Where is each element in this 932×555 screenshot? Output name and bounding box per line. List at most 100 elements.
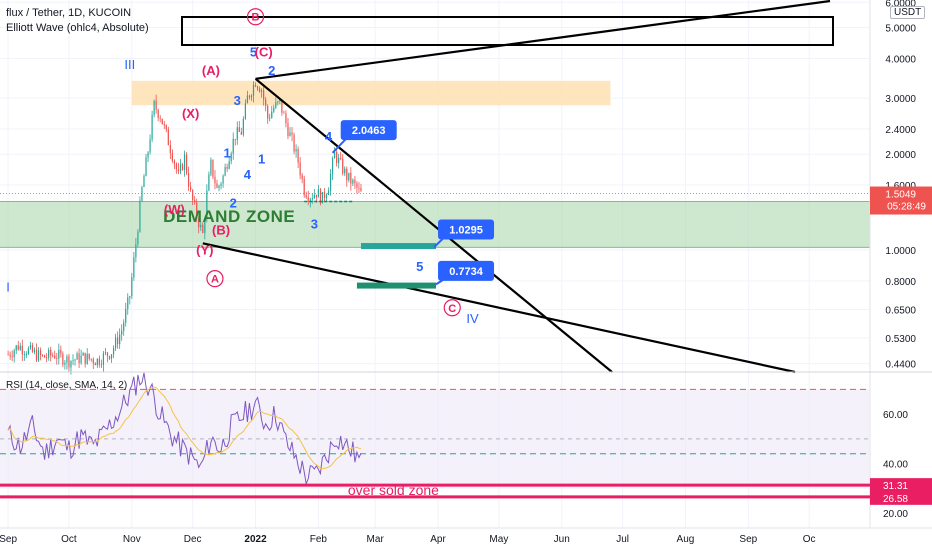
wave-label: (B) (212, 222, 230, 237)
level-bar-1.0295 (360, 243, 437, 250)
candle (145, 153, 147, 177)
candle (208, 171, 210, 192)
rsi-ma-line (7, 386, 362, 469)
wave-label-text: 1 (258, 151, 265, 166)
candle-body (151, 114, 153, 140)
upper-trend-line (255, 0, 831, 80)
supply-zone (131, 80, 611, 106)
candle (72, 354, 74, 365)
candle (256, 85, 259, 91)
candle (110, 354, 113, 363)
candles (7, 81, 362, 375)
wave-label: 2 (230, 196, 237, 211)
candle-body (246, 95, 249, 104)
wave-label: 3 (311, 216, 318, 231)
candle (309, 197, 311, 208)
candle-body (181, 164, 184, 170)
candle-body (68, 356, 70, 368)
candle (135, 238, 137, 263)
candle (7, 350, 9, 356)
wave-label: I (6, 280, 10, 295)
candle (125, 302, 127, 327)
price-callout: 2.0463 (331, 120, 397, 154)
candle (58, 343, 60, 365)
candle (171, 149, 173, 163)
candle-body (258, 88, 261, 92)
trend-lines (202, 0, 831, 374)
candle (301, 172, 303, 184)
candle (153, 99, 155, 118)
candle-body (86, 353, 88, 364)
candle-body (216, 183, 218, 188)
candle (21, 339, 23, 362)
candle (281, 99, 283, 116)
candle (60, 345, 62, 358)
candle-body (254, 84, 257, 87)
wave-label: (W) (164, 202, 185, 217)
wave-label: 3 (234, 93, 241, 108)
candle (86, 348, 88, 365)
candle-body (228, 161, 230, 169)
candle-body (94, 363, 96, 366)
candle (340, 151, 342, 161)
candle (169, 140, 171, 160)
candle-body (64, 362, 66, 365)
candle (192, 189, 194, 206)
candle-body (303, 178, 305, 196)
candle (265, 96, 267, 112)
candle-body (19, 345, 21, 350)
candle-body (175, 163, 178, 170)
candle-body (58, 349, 60, 359)
candle (252, 81, 255, 103)
wave-label: (X) (182, 106, 199, 121)
wave-label: 5 (416, 259, 423, 274)
candle-body (248, 95, 251, 98)
candle (90, 358, 92, 362)
time-tick-label: Dec (184, 534, 202, 545)
wave-label-text: 2 (268, 63, 275, 78)
candle-body (114, 337, 117, 349)
candle-body (117, 337, 119, 345)
candle (291, 126, 293, 142)
candle-body (100, 364, 103, 366)
currency-badge[interactable]: USDT (890, 6, 926, 19)
price-tick-label: 0.8000 (885, 277, 916, 288)
candle (161, 118, 163, 125)
candle (183, 150, 186, 177)
candle (226, 163, 228, 172)
candle (307, 190, 309, 206)
candle (151, 110, 153, 143)
candle (305, 191, 307, 200)
time-tick-label: Nov (123, 534, 141, 545)
candle-body (315, 194, 317, 198)
candle-body (269, 117, 271, 119)
candle (50, 346, 52, 362)
candle-body (350, 172, 352, 184)
candle (33, 347, 36, 355)
candle-body (108, 356, 111, 359)
candle (143, 174, 145, 188)
candle-body (179, 164, 182, 172)
candle (149, 134, 151, 155)
candle (342, 154, 344, 176)
candle-body (263, 90, 265, 100)
time-tick-label: Jun (554, 534, 570, 545)
candle-body (234, 138, 236, 140)
candle (173, 159, 176, 170)
candle-body (80, 355, 82, 364)
candle (295, 144, 297, 158)
price-axis: 6.00005.00004.00003.00002.40002.00001.60… (869, 0, 932, 528)
wave-label-text: 4 (325, 129, 333, 144)
candle (165, 124, 167, 133)
candle (293, 132, 295, 155)
wave-label: A (206, 270, 224, 288)
candle-body (244, 103, 246, 119)
candle (214, 170, 216, 190)
candle (206, 184, 208, 223)
candle (216, 179, 218, 189)
candle-body (104, 352, 107, 354)
candle-body (321, 191, 324, 204)
